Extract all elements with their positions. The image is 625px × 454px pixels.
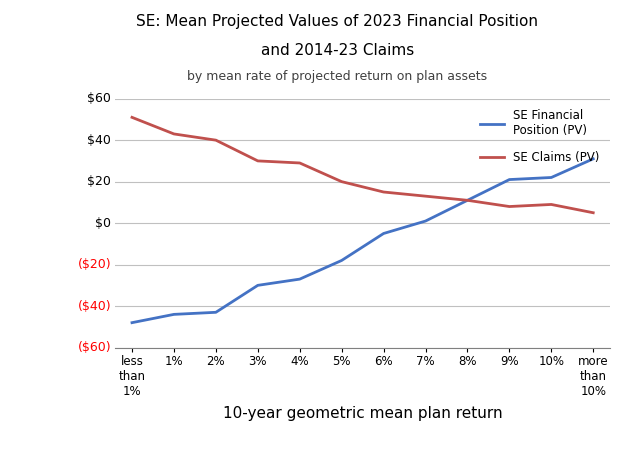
SE Claims (PV)	[296, 160, 304, 166]
SE Claims (PV)	[548, 202, 555, 207]
SE Claims (PV)	[506, 204, 513, 209]
Legend: SE Financial
Position (PV), SE Claims (PV): SE Financial Position (PV), SE Claims (P…	[475, 104, 604, 169]
SE Financial
Position (PV)	[212, 310, 219, 315]
Text: by mean rate of projected return on plan assets: by mean rate of projected return on plan…	[188, 70, 488, 84]
SE Financial
Position (PV)	[464, 197, 471, 203]
SE Financial
Position (PV)	[506, 177, 513, 183]
SE Financial
Position (PV)	[380, 231, 388, 236]
Text: ($20): ($20)	[78, 258, 111, 271]
SE Claims (PV)	[589, 210, 597, 216]
SE Financial
Position (PV)	[422, 218, 429, 224]
Line: SE Claims (PV): SE Claims (PV)	[132, 117, 593, 213]
Text: $40: $40	[87, 133, 111, 147]
SE Financial
Position (PV)	[296, 276, 304, 282]
X-axis label: 10-year geometric mean plan return: 10-year geometric mean plan return	[222, 406, 503, 421]
Line: SE Financial
Position (PV): SE Financial Position (PV)	[132, 159, 593, 323]
Text: ($40): ($40)	[78, 300, 111, 313]
SE Financial
Position (PV)	[254, 283, 261, 288]
SE Financial
Position (PV)	[170, 311, 177, 317]
SE Claims (PV)	[170, 131, 177, 137]
SE Claims (PV)	[128, 114, 136, 120]
SE Financial
Position (PV)	[548, 175, 555, 180]
SE Financial
Position (PV)	[589, 156, 597, 162]
Text: and 2014-23 Claims: and 2014-23 Claims	[261, 43, 414, 58]
SE Claims (PV)	[338, 179, 346, 184]
SE Claims (PV)	[380, 189, 388, 195]
SE Financial
Position (PV)	[338, 258, 346, 263]
Text: $20: $20	[87, 175, 111, 188]
SE Claims (PV)	[254, 158, 261, 163]
SE Claims (PV)	[212, 138, 219, 143]
SE Claims (PV)	[422, 193, 429, 199]
Text: $60: $60	[87, 92, 111, 105]
Text: SE: Mean Projected Values of 2023 Financial Position: SE: Mean Projected Values of 2023 Financ…	[136, 14, 539, 29]
SE Financial
Position (PV)	[128, 320, 136, 326]
Text: $0: $0	[95, 217, 111, 230]
Text: ($60): ($60)	[78, 341, 111, 354]
SE Claims (PV)	[464, 197, 471, 203]
